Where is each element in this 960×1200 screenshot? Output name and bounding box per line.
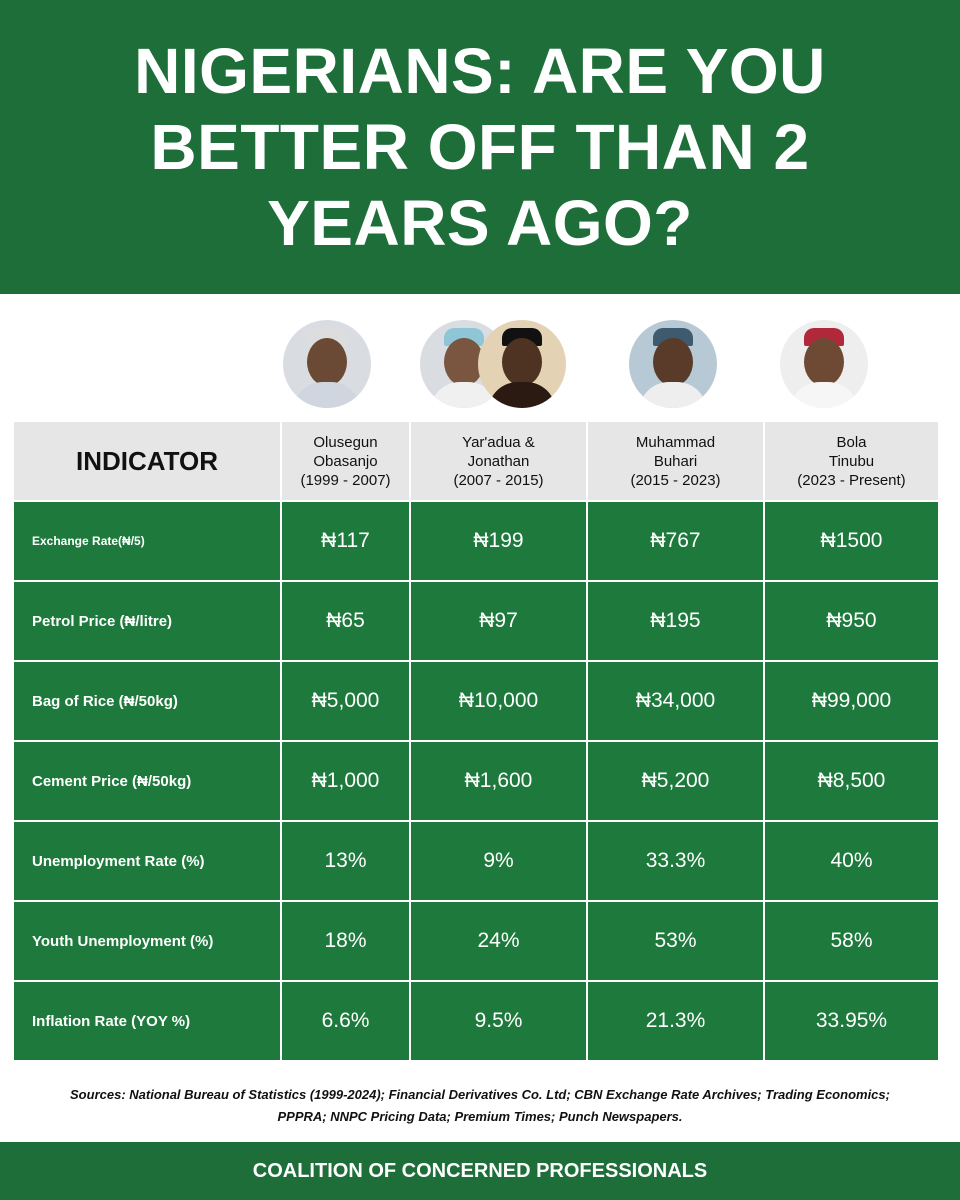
column-name: Obasanjo [313, 452, 378, 470]
table-cell: 9.5% [411, 982, 586, 1060]
table-row: Exchange Rate(₦/5) ₦117 ₦199 ₦767 ₦1500 [14, 502, 938, 580]
table-cell: 33.95% [765, 982, 938, 1060]
sources-note: Sources: National Bureau of Statistics (… [70, 1087, 890, 1124]
table-cell: ₦34,000 [588, 662, 763, 740]
column-name: Buhari [653, 452, 698, 470]
table-cell: 9% [411, 822, 586, 900]
table-cell: 13% [282, 822, 409, 900]
column-name: Muhammad [635, 433, 716, 451]
table-cell: 58% [765, 902, 938, 980]
column-years: (2015 - 2023) [630, 471, 721, 489]
row-label: Unemployment Rate (%) [14, 822, 280, 900]
table-cell: ₦99,000 [765, 662, 938, 740]
table-cell: 18% [282, 902, 409, 980]
portrait-jonathan [478, 320, 566, 408]
table-cell: ₦5,200 [588, 742, 763, 820]
footer-banner: COALITION OF CONCERNED PROFESSIONALS [0, 1142, 960, 1200]
table-cell: ₦199 [411, 502, 586, 580]
column-years: (2023 - Present) [797, 471, 906, 489]
table-cell: ₦950 [765, 582, 938, 660]
row-label: Bag of Rice (₦/50kg) [14, 662, 280, 740]
table-cell: ₦1500 [765, 502, 938, 580]
column-header: Olusegun Obasanjo (1999 - 2007) [282, 422, 409, 500]
page-title: NIGERIANS: ARE YOU BETTER OFF THAN 2 YEA… [134, 35, 826, 259]
indicator-table: INDICATOR Olusegun Obasanjo (1999 - 2007) … [12, 420, 940, 1062]
column-name: Bola [836, 433, 867, 451]
table-cell: ₦117 [282, 502, 409, 580]
row-label: Petrol Price (₦/litre) [14, 582, 280, 660]
table-cell: ₦1,000 [282, 742, 409, 820]
column-years: (1999 - 2007) [300, 471, 391, 489]
table-row: Unemployment Rate (%) 13% 9% 33.3% 40% [14, 822, 938, 900]
table-cell: ₦10,000 [411, 662, 586, 740]
table-cell: 21.3% [588, 982, 763, 1060]
portrait-tinubu [780, 320, 868, 408]
column-header: Muhammad Buhari (2015 - 2023) [588, 422, 763, 500]
table-cell: 6.6% [282, 982, 409, 1060]
table-cell: ₦1,600 [411, 742, 586, 820]
title-banner: NIGERIANS: ARE YOU BETTER OFF THAN 2 YEA… [0, 0, 960, 294]
table-cell: ₦8,500 [765, 742, 938, 820]
indicator-header: INDICATOR [14, 422, 280, 500]
column-name: Jonathan [467, 452, 530, 470]
row-label: Youth Unemployment (%) [14, 902, 280, 980]
table-row: Cement Price (₦/50kg) ₦1,000 ₦1,600 ₦5,200 ₦… [14, 742, 938, 820]
portrait-buhari [629, 320, 717, 408]
table-cell: ₦97 [411, 582, 586, 660]
column-name: Tinubu [828, 452, 875, 470]
table-cell: 53% [588, 902, 763, 980]
column-header: Bola Tinubu (2023 - Present) [765, 422, 938, 500]
table-row: Bag of Rice (₦/50kg) ₦5,000 ₦10,000 ₦34,000… [14, 662, 938, 740]
table-header-row: INDICATOR Olusegun Obasanjo (1999 - 2007) … [14, 422, 938, 500]
row-label: Exchange Rate(₦/5) [14, 502, 280, 580]
table-cell: ₦65 [282, 582, 409, 660]
column-name: Olusegun [313, 433, 378, 451]
table-cell: 40% [765, 822, 938, 900]
table-row: Youth Unemployment (%) 18% 24% 53% 58% [14, 902, 938, 980]
row-label: Cement Price (₦/50kg) [14, 742, 280, 820]
column-years: (2007 - 2015) [453, 471, 544, 489]
table-row: Petrol Price (₦/litre) ₦65 ₦97 ₦195 ₦950 [14, 582, 938, 660]
portrait-obasanjo [283, 320, 371, 408]
table-cell: ₦5,000 [282, 662, 409, 740]
table-cell: ₦195 [588, 582, 763, 660]
table-cell: ₦767 [588, 502, 763, 580]
table-cell: 24% [411, 902, 586, 980]
table-cell: 33.3% [588, 822, 763, 900]
table-row: Inflation Rate (YOY %) 6.6% 9.5% 21.3% 33.95… [14, 982, 938, 1060]
column-header: Yar'adua & Jonathan (2007 - 2015) [411, 422, 586, 500]
row-label: Inflation Rate (YOY %) [14, 982, 280, 1060]
column-name: Yar'adua & [462, 433, 535, 451]
